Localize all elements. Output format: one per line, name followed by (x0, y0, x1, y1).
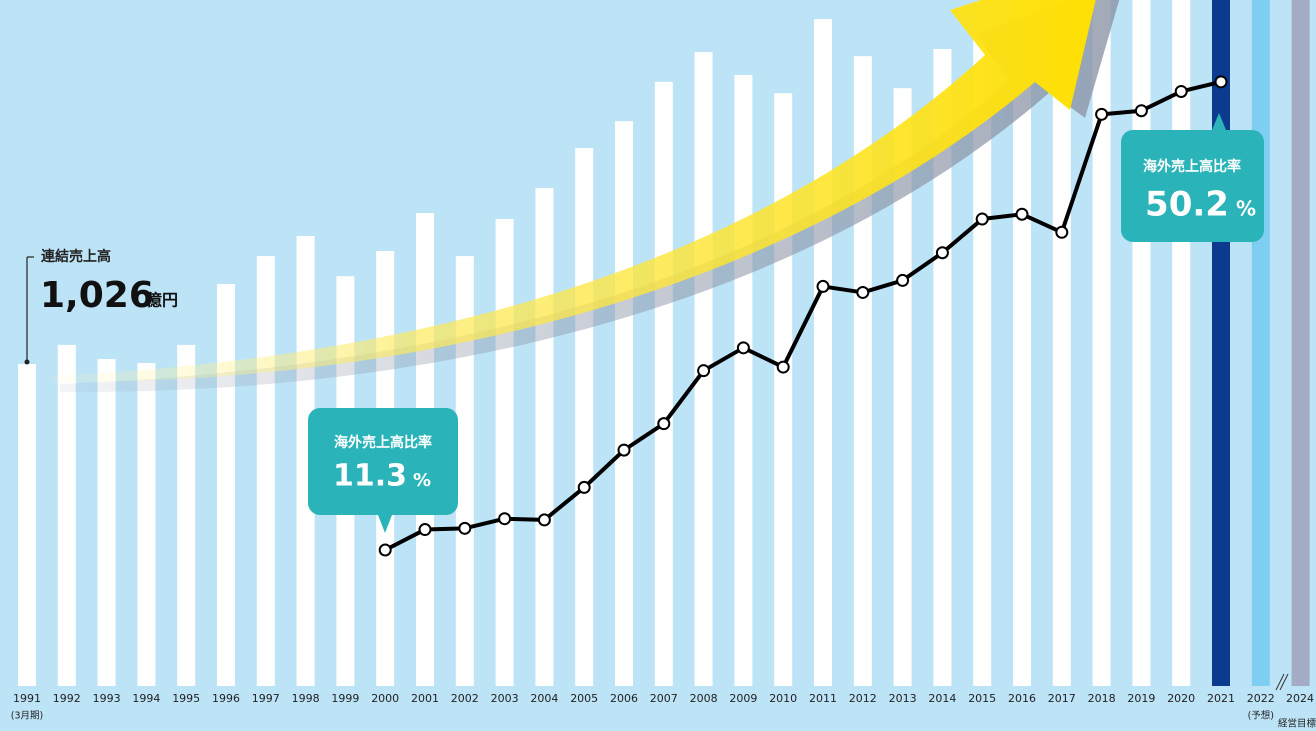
bar (1132, 0, 1150, 686)
callout-unit: % (413, 470, 431, 491)
point (658, 418, 669, 429)
x-tick-label: 2014 (928, 692, 956, 705)
x-tick-label: 1993 (93, 692, 121, 705)
chart: 連結売上高 1,026 億円 海外売上高比率 11.3 % 海外売上高比率 50… (0, 0, 1316, 731)
x-tick-label: 2002 (451, 692, 479, 705)
x-tick-label: 2015 (968, 692, 996, 705)
x-tick-label: 2024 (1286, 692, 1314, 705)
x-tick-label: 2012 (849, 692, 877, 705)
callout-unit: % (1236, 197, 1256, 221)
x-tick-label: 2010 (769, 692, 797, 705)
sales-label: 連結売上高 (41, 248, 111, 265)
point (937, 247, 948, 258)
x-tick-label: 1994 (132, 692, 160, 705)
point (619, 445, 630, 456)
point (579, 482, 590, 493)
point (698, 365, 709, 376)
bar (1212, 0, 1230, 686)
x-tick-label: 1998 (292, 692, 320, 705)
bar (257, 256, 275, 686)
callout-value: 11.3 (333, 459, 407, 494)
x-tick-label: 2022 (1247, 692, 1275, 705)
point (499, 513, 510, 524)
x-sublabel: (予想) (1248, 710, 1274, 722)
x-tick-label: 2019 (1127, 692, 1155, 705)
point (1176, 86, 1187, 97)
bar (58, 345, 76, 686)
point (1216, 76, 1227, 87)
x-tick-label: 1997 (252, 692, 280, 705)
point (420, 524, 431, 535)
bar (496, 219, 514, 686)
x-tick-label: 2013 (889, 692, 917, 705)
x-tick-label: 2004 (530, 692, 558, 705)
callout-title: 海外売上高比率 (1143, 158, 1241, 175)
break-mark (1280, 674, 1288, 690)
point (897, 275, 908, 286)
x-tick-label: 2006 (610, 692, 638, 705)
x-tick-label: 2003 (491, 692, 519, 705)
point (459, 523, 470, 534)
x-tick-label: 2005 (570, 692, 598, 705)
x-tick-label: 1999 (331, 692, 359, 705)
x-tick-label: 1995 (172, 692, 200, 705)
bar (535, 188, 553, 686)
x-tick-label: 2007 (650, 692, 678, 705)
point (1096, 109, 1107, 120)
bar (177, 345, 195, 686)
bar (98, 359, 116, 686)
page: {"chart_data": {"type": "bar-line", "cat… (0, 0, 1316, 731)
bar (1093, 0, 1111, 686)
x-sublabel: (3月期) (11, 711, 43, 722)
ratio-callout-2000: 海外売上高比率 11.3 % (308, 408, 458, 533)
x-tick-label: 2009 (729, 692, 757, 705)
callout-value: 50.2 (1145, 185, 1229, 225)
sales-value: 1,026 (40, 275, 154, 316)
point (1056, 227, 1067, 238)
bars (18, 0, 1310, 686)
x-tick-label: 2008 (690, 692, 718, 705)
point (818, 281, 829, 292)
x-tick-label: 2020 (1167, 692, 1195, 705)
point (977, 214, 988, 225)
x-tick-label: 1992 (53, 692, 81, 705)
x-tick-label: 1991 (13, 692, 41, 705)
point (857, 287, 868, 298)
x-tick-label: 2017 (1048, 692, 1076, 705)
x-tick-label: 2011 (809, 692, 837, 705)
bar (217, 284, 235, 686)
x-tick-label: 2000 (371, 692, 399, 705)
sales-unit: 億円 (146, 291, 178, 310)
bar (655, 82, 673, 686)
callout-dot (25, 360, 30, 365)
ratio-callout-2021: 海外売上高比率 50.2 % (1121, 113, 1264, 242)
bar (814, 19, 832, 686)
bar (575, 148, 593, 686)
point (1136, 105, 1147, 116)
x-labels: 1991 (3月期) 1992 1993 1994 1995 1996 1997 1998 199… (11, 692, 1316, 730)
bar (137, 363, 155, 686)
point (778, 362, 789, 373)
x-tick-label: 2001 (411, 692, 439, 705)
break-mark (1276, 674, 1284, 690)
point (380, 545, 391, 556)
axis-break (1276, 674, 1288, 690)
x-tick-label: 2018 (1088, 692, 1116, 705)
x-tick-label: 1996 (212, 692, 240, 705)
point (539, 514, 550, 525)
point (1017, 209, 1028, 220)
bar (615, 121, 633, 686)
bar (1292, 0, 1310, 686)
callout-title: 海外売上高比率 (334, 434, 432, 451)
bar (734, 75, 752, 686)
bar (774, 93, 792, 686)
sales-callout: 連結売上高 1,026 億円 (25, 248, 179, 365)
point (738, 342, 749, 353)
x-tick-label: 2016 (1008, 692, 1036, 705)
bar (1252, 0, 1270, 686)
x-sublabel: 経営目標 (1278, 718, 1316, 730)
x-tick-label: 2021 (1207, 692, 1235, 705)
bar (1172, 0, 1190, 686)
bar (18, 364, 36, 686)
